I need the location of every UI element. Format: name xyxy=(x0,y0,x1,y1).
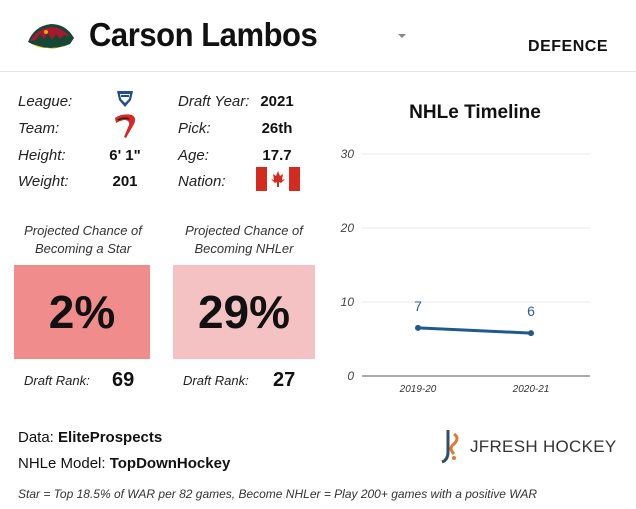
draft-year-label: Draft Year: xyxy=(178,93,250,110)
age-label: Age: xyxy=(178,147,209,164)
pick-value: 26th xyxy=(261,120,293,137)
whl-league-icon xyxy=(117,91,133,107)
data-label: 6 xyxy=(527,303,535,319)
brand-name: JFRESH HOCKEY xyxy=(470,437,617,456)
jfresh-logo-icon xyxy=(441,430,459,464)
pick-label: Pick: xyxy=(178,120,211,137)
star-title-line1: Projected Chance of xyxy=(24,223,142,238)
x-tick-label: 2019-20 xyxy=(399,384,437,395)
nhler-draft-rank-value: 27 xyxy=(273,369,296,391)
position-label: DEFENCE xyxy=(528,38,608,55)
data-label: 7 xyxy=(414,298,422,314)
star-chance-box: 2% xyxy=(14,265,150,359)
minnesota-wild-logo-icon xyxy=(28,24,74,49)
star-title-line2: Becoming a Star xyxy=(34,241,132,256)
weight-value: 201 xyxy=(112,173,138,190)
winnipeg-ice-team-icon xyxy=(115,114,136,138)
player-name: Carson Lambos xyxy=(89,16,318,53)
nhler-projection-title: Projected Chance of Becoming NHLer xyxy=(173,222,315,258)
chart-title: NHLe Timeline xyxy=(409,102,541,123)
dropdown-caret-icon[interactable] xyxy=(398,34,406,38)
model-source-line: NHLe Model: TopDownHockey xyxy=(18,455,230,472)
height-value: 6' 1" xyxy=(109,147,141,164)
nation-label: Nation: xyxy=(178,173,226,190)
nhle-line-chart: 0 10 20 30 2019-20 2020-21 7 6 xyxy=(340,147,590,395)
y-tick-label: 0 xyxy=(347,369,354,383)
league-label: League: xyxy=(18,93,73,110)
star-draft-rank-label: Draft Rank: xyxy=(24,373,90,388)
data-point xyxy=(528,330,534,337)
data-source-value: EliteProspects xyxy=(58,429,163,446)
star-chance-value: 2% xyxy=(48,286,116,338)
y-tick-label: 20 xyxy=(340,221,355,235)
y-tick-label: 30 xyxy=(341,147,355,161)
nhler-title-line2: Becoming NHLer xyxy=(194,241,294,256)
weight-label: Weight: xyxy=(18,173,69,190)
nhler-chance-box: 29% xyxy=(173,265,315,359)
model-source-label: NHLe Model: xyxy=(18,455,106,472)
data-point xyxy=(415,324,421,331)
nhler-title-line1: Projected Chance of xyxy=(185,223,303,238)
height-label: Height: xyxy=(18,147,66,164)
footnote: Star = Top 18.5% of WAR per 82 games, Be… xyxy=(18,487,538,501)
y-tick-label: 10 xyxy=(341,295,355,309)
canada-flag-icon xyxy=(256,167,300,191)
x-tick-label: 2020-21 xyxy=(512,384,550,395)
draft-year-value: 2021 xyxy=(260,93,294,110)
data-source-line: Data: EliteProspects xyxy=(18,429,162,446)
series-line xyxy=(416,326,533,335)
model-source-value: TopDownHockey xyxy=(109,455,231,472)
nhler-chance-value: 29% xyxy=(197,286,291,338)
team-label: Team: xyxy=(18,120,60,137)
nhler-draft-rank-label: Draft Rank: xyxy=(183,373,249,388)
star-projection-title: Projected Chance of Becoming a Star xyxy=(14,222,152,258)
data-source-label: Data: xyxy=(18,429,54,446)
age-value: 17.7 xyxy=(262,147,292,164)
star-draft-rank-value: 69 xyxy=(112,369,135,391)
header: Carson Lambos DEFENCE xyxy=(0,0,636,72)
